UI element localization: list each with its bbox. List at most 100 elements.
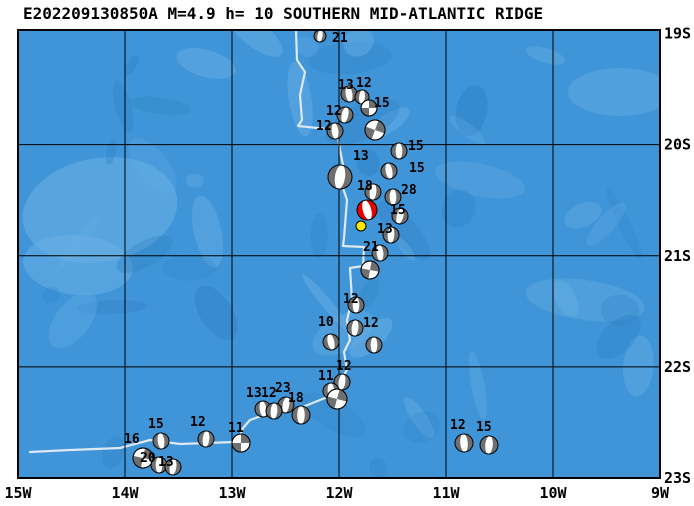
- bathymetry-patch: [434, 161, 526, 199]
- lon-tick-label: 13W: [218, 484, 246, 502]
- focal-mechanism: [322, 333, 340, 351]
- lat-tick-label: 21S: [664, 247, 691, 265]
- focal-mechanism: [364, 119, 386, 141]
- depth-label: 21: [332, 31, 348, 46]
- depth-label: 11: [318, 369, 334, 384]
- lat-tick-label: 20S: [664, 136, 691, 154]
- depth-label: 12: [261, 386, 277, 401]
- bathymetry-patch: [396, 237, 416, 261]
- depth-label: 12: [363, 316, 379, 331]
- focal-mechanism: [384, 188, 402, 206]
- event-marker-dot: [355, 220, 367, 232]
- depth-label: 15: [148, 417, 164, 432]
- depth-label: 15: [390, 203, 406, 218]
- focal-mechanism: [327, 164, 353, 190]
- focal-mechanism: [340, 85, 358, 103]
- lat-tick-label: 19S: [664, 25, 691, 43]
- bathymetry-patch: [568, 68, 660, 116]
- bathymetry-patch: [302, 274, 353, 334]
- bathymetry-patch: [449, 115, 486, 145]
- focal-mechanism: [132, 447, 154, 469]
- bathymetry-patch: [564, 202, 602, 229]
- bathymetry-patch: [325, 98, 400, 146]
- bathymetry-patch: [606, 186, 642, 260]
- depth-label: 15: [374, 96, 390, 111]
- lon-tick-label: 10W: [539, 484, 567, 502]
- focal-mechanism: [336, 106, 354, 124]
- lon-tick-label: 11W: [432, 484, 460, 502]
- depth-label: 13: [338, 78, 354, 93]
- focal-mechanism: [291, 405, 311, 425]
- bathymetry-patch: [369, 458, 388, 477]
- bathymetry-patch: [301, 392, 367, 438]
- lat-tick-label: 23S: [664, 469, 691, 487]
- bathymetry-patch: [48, 292, 98, 349]
- bathymetry-patch: [23, 234, 133, 296]
- depth-label: 21: [363, 240, 379, 255]
- focal-mechanism-layer: [132, 29, 499, 476]
- depth-label: 11: [228, 421, 244, 436]
- depth-label: 12: [326, 104, 342, 119]
- bathymetry-patch: [525, 46, 566, 65]
- focal-mechanism: [333, 373, 351, 391]
- bathymetry-patch: [308, 41, 392, 75]
- depth-label: 16: [124, 432, 140, 447]
- depth-label: 15: [476, 420, 492, 435]
- depth-label: 18: [357, 179, 373, 194]
- bathymetry-patch: [586, 202, 626, 246]
- focal-mechanism: [313, 29, 327, 43]
- map-frame: [17, 29, 661, 479]
- depth-label: 13: [158, 455, 174, 470]
- bathymetry-patch: [176, 48, 236, 79]
- bathymetry-patch: [55, 214, 101, 272]
- bathymetry-patch: [128, 96, 192, 116]
- bathymetry-patch: [600, 294, 640, 327]
- focal-mechanism: [360, 260, 380, 280]
- axis-labels: 15W 14W 13W 12W 11W 10W 9W 19S 20S 21S 22S 23S: [4, 25, 691, 503]
- focal-mechanism: [391, 207, 409, 225]
- bathymetry-patch: [455, 85, 488, 136]
- bathymetry-patch: [596, 314, 641, 360]
- bathymetry-patch: [163, 254, 217, 281]
- depth-label: 12: [356, 76, 372, 91]
- depth-label: 20: [140, 451, 156, 466]
- bathymetry-patch: [295, 36, 319, 57]
- focal-mechanism: [382, 226, 400, 244]
- focal-mechanism: [150, 456, 168, 474]
- focal-mechanism: [360, 99, 378, 117]
- focal-mechanism: [326, 122, 344, 140]
- bathymetry-patch: [552, 280, 579, 317]
- bathymetry-patch: [403, 411, 441, 444]
- focal-mechanism: [454, 433, 474, 453]
- lat-tick-label: 22S: [664, 358, 691, 376]
- lon-tick-label: 14W: [111, 484, 139, 502]
- bathymetry-patch: [441, 189, 476, 228]
- depth-label: 10: [318, 315, 334, 330]
- bathymetry-patch: [185, 173, 204, 188]
- page-title: E202209130850A M=4.9 h= 10 SOUTHERN MID-…: [23, 4, 544, 23]
- ocean-layer: [18, 30, 660, 478]
- bathymetry-patch: [192, 195, 224, 268]
- bathymetry-patch: [112, 80, 134, 133]
- focal-mechanism: [479, 435, 499, 455]
- depth-label: 13: [353, 149, 369, 164]
- focal-mechanism: [346, 319, 364, 337]
- focal-mechanism: [390, 142, 408, 160]
- depth-label: 23: [275, 381, 291, 396]
- bathymetry-patch: [194, 285, 238, 341]
- bathymetry-patch: [623, 335, 654, 397]
- depth-label: 18: [288, 391, 304, 406]
- focal-mechanism: [365, 336, 383, 354]
- depth-label: 28: [401, 183, 417, 198]
- bathymetry-patch: [76, 300, 148, 315]
- focal-mechanism: [197, 430, 215, 448]
- highlighted-focal-mechanism: [356, 199, 378, 221]
- bathymetry-patch: [404, 397, 435, 438]
- lon-tick-label: 15W: [4, 484, 32, 502]
- focal-mechanism: [347, 296, 365, 314]
- bathymetry-patch: [525, 278, 645, 322]
- focal-mechanism: [364, 183, 382, 201]
